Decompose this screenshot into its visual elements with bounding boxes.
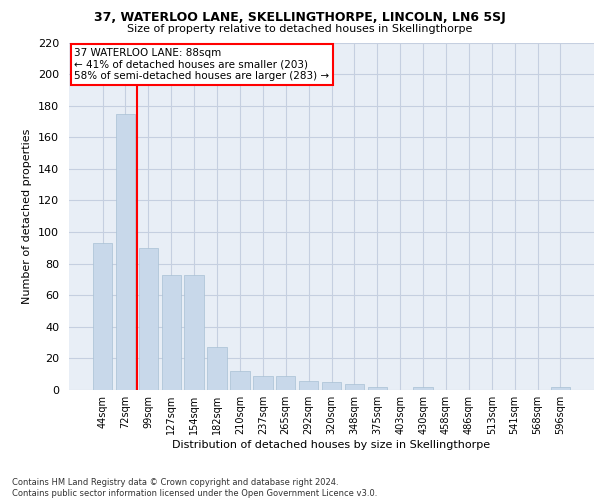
Bar [276,376,295,390]
Bar [368,387,387,390]
Text: Contains HM Land Registry data © Crown copyright and database right 2024.
Contai: Contains HM Land Registry data © Crown c… [12,478,377,498]
Bar [161,274,181,390]
Bar [551,387,570,390]
Bar [344,384,364,390]
X-axis label: Distribution of detached houses by size in Skellingthorpe: Distribution of detached houses by size … [172,440,491,450]
Bar [139,248,158,390]
Text: 37, WATERLOO LANE, SKELLINGTHORPE, LINCOLN, LN6 5SJ: 37, WATERLOO LANE, SKELLINGTHORPE, LINCO… [94,11,506,24]
Bar [253,376,272,390]
Bar [322,382,341,390]
Bar [93,243,112,390]
Bar [208,348,227,390]
Text: Size of property relative to detached houses in Skellingthorpe: Size of property relative to detached ho… [127,24,473,34]
Bar [299,380,319,390]
Bar [184,274,204,390]
Bar [413,387,433,390]
Bar [116,114,135,390]
Bar [230,371,250,390]
Text: 37 WATERLOO LANE: 88sqm
← 41% of detached houses are smaller (203)
58% of semi-d: 37 WATERLOO LANE: 88sqm ← 41% of detache… [74,48,329,81]
Y-axis label: Number of detached properties: Number of detached properties [22,128,32,304]
